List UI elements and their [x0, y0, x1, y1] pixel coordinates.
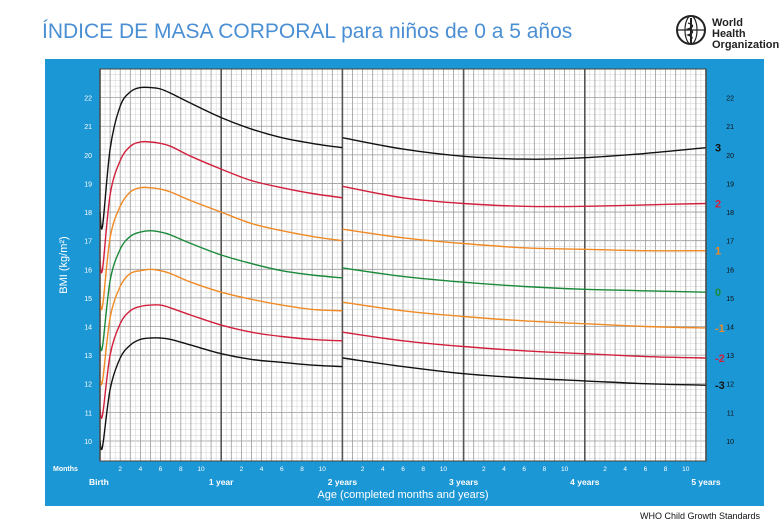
who-logo: World Health Organization [675, 14, 779, 51]
who-emblem-icon [676, 15, 706, 45]
x-tick-label-month: 2 [240, 466, 244, 473]
y-tick-label-right: 19 [726, 181, 734, 188]
grid [99, 68, 707, 461]
logo-line-1: World Health [712, 17, 746, 40]
series-line-2 [342, 185, 707, 208]
x-year-label: 3 years [449, 477, 479, 487]
y-tick-label-left: 13 [84, 353, 92, 360]
x-tick-label-month: 10 [440, 466, 448, 473]
x-tick-label-month: 4 [381, 466, 385, 473]
y-tick-label-left: 20 [84, 153, 92, 160]
series-line--1 [99, 268, 343, 386]
x-tick-label-month: 10 [197, 466, 205, 473]
y-tick-label-right: 22 [726, 96, 734, 103]
series-line-2 [99, 140, 343, 274]
x-tick-label-month: 10 [682, 466, 690, 473]
x-tick-label-month: 10 [319, 466, 327, 473]
series-line-1 [99, 186, 343, 311]
series-line--2 [99, 304, 343, 419]
x-year-label: 5 years [691, 477, 721, 487]
page-title: ÍNDICE DE MASA CORPORAL para niños de 0 … [42, 20, 573, 43]
series-line--1 [342, 301, 707, 329]
x-axis-title: Age (completed months and years) [317, 489, 488, 501]
series-label-0: 0 [715, 287, 721, 299]
x-tick-label-month: 2 [603, 466, 607, 473]
y-tick-label-left: 18 [84, 210, 92, 217]
y-tick-label-right: 11 [727, 410, 734, 417]
x-tick-label-month: 6 [522, 466, 526, 473]
y-tick-label-right: 12 [726, 382, 734, 389]
x-tick-label-month: 4 [502, 466, 506, 473]
series-label-3: 3 [715, 143, 721, 155]
x-year-label: Birth [89, 477, 109, 487]
y-tick-label-right: 20 [726, 153, 734, 160]
series-label-2: 2 [715, 198, 721, 210]
x-year-label: 4 years [570, 477, 600, 487]
x-unit-label: Months [53, 466, 78, 473]
series-line--2 [342, 331, 707, 359]
y-axis-title: BMI (kg/m²) [58, 236, 70, 293]
x-tick-label-month: 2 [361, 466, 365, 473]
series-line-0 [99, 229, 343, 352]
series-line-3 [342, 137, 707, 160]
y-tick-label-right: 15 [726, 296, 734, 303]
x-tick-label-month: 8 [300, 466, 304, 473]
x-tick-label-month: 6 [644, 466, 648, 473]
y-tick-label-right: 17 [726, 239, 734, 246]
plot-border [99, 68, 707, 462]
x-tick-label-month: 4 [260, 466, 264, 473]
y-tick-label-left: 17 [84, 239, 92, 246]
series-line--3 [342, 357, 707, 386]
y-tick-label-left: 22 [84, 96, 92, 103]
y-tick-label-left: 12 [84, 382, 92, 389]
series-label--1: -1 [715, 323, 725, 335]
y-tick-label-right: 10 [726, 439, 734, 446]
series-label-1: 1 [715, 246, 721, 258]
y-tick-label-right: 16 [726, 267, 734, 274]
y-tick-label-right: 14 [726, 325, 734, 332]
x-tick-label-month: 4 [623, 466, 627, 473]
y-tick-label-right: 18 [726, 210, 734, 217]
chart-frame: 10 10 11 11 12 12 13 13 14 14 15 15 16 16 17 17 18 18 19 19… [45, 59, 764, 506]
x-year-label: 1 year [209, 477, 234, 487]
x-tick-label-month: 8 [179, 466, 183, 473]
x-tick-label-month: 10 [561, 466, 569, 473]
x-tick-label-month: 2 [118, 466, 122, 473]
series-line-1 [342, 228, 707, 252]
series-line--3 [99, 337, 343, 451]
y-tick-label-left: 19 [84, 181, 92, 188]
series-line-0 [342, 267, 707, 293]
y-tick-label-left: 21 [84, 124, 92, 131]
x-tick-label-month: 6 [401, 466, 405, 473]
y-tick-label-left: 11 [85, 410, 92, 417]
x-tick-label-month: 8 [543, 466, 547, 473]
x-tick-label-month: 2 [482, 466, 486, 473]
x-tick-label-month: 8 [664, 466, 668, 473]
x-tick-label-month: 6 [159, 466, 163, 473]
y-tick-label-left: 14 [84, 325, 92, 332]
y-tick-label-left: 16 [84, 267, 92, 274]
series-line-3 [99, 86, 343, 230]
x-tick-label-month: 4 [139, 466, 143, 473]
logo-line-2: Organization [712, 39, 780, 51]
y-tick-label-right: 21 [726, 124, 734, 131]
series-label--3: -3 [715, 380, 725, 392]
x-tick-label-month: 8 [421, 466, 425, 473]
footer-source: WHO Child Growth Standards [640, 511, 761, 521]
x-year-label: 2 years [328, 477, 358, 487]
y-tick-label-left: 15 [84, 296, 92, 303]
x-tick-label-month: 6 [280, 466, 284, 473]
y-tick-label-left: 10 [84, 439, 92, 446]
series-label--2: -2 [715, 353, 725, 365]
y-tick-label-right: 13 [726, 353, 734, 360]
